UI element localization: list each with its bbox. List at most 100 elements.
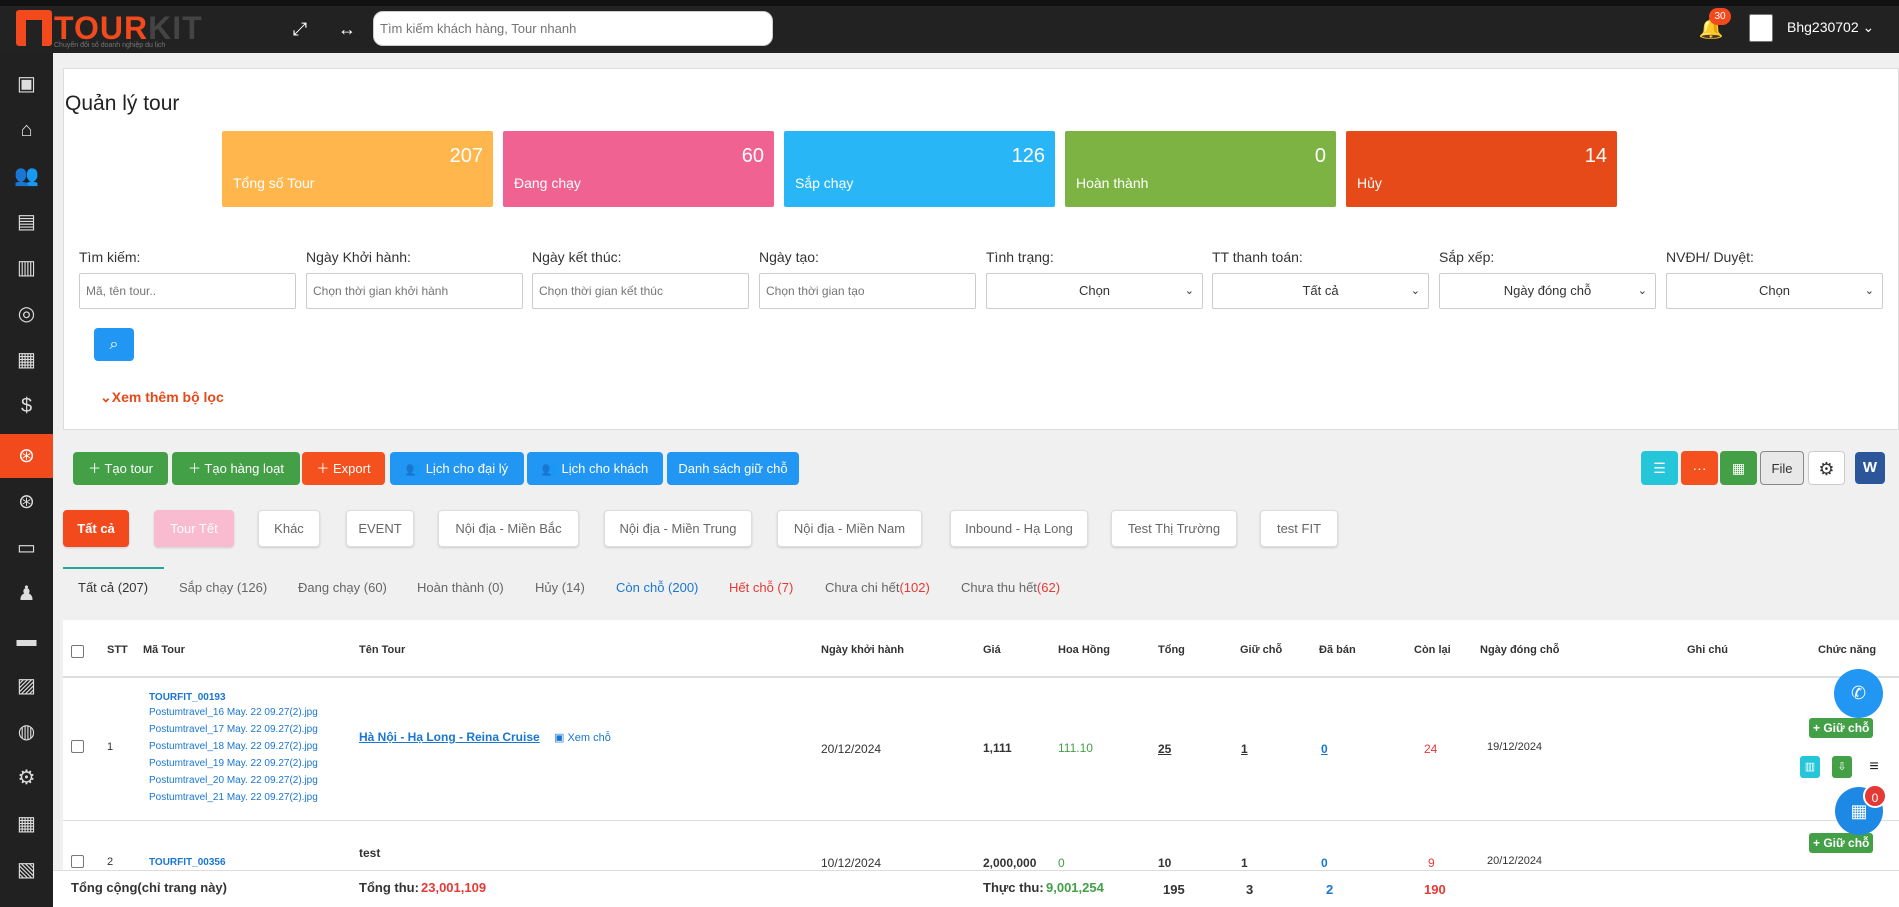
tab-running[interactable]: Đang chạy (60) — [298, 580, 387, 595]
tour-code-link[interactable]: TOURFIT_00356 — [149, 857, 226, 868]
tour-name-link[interactable]: test — [359, 846, 381, 860]
category-test-fit[interactable]: test FIT — [1260, 510, 1338, 547]
filter-status-select[interactable]: Chọn ⌄ — [986, 273, 1203, 309]
category-tour-tet[interactable]: Tour Tết — [154, 510, 234, 547]
filter-end-date-input[interactable] — [532, 273, 749, 309]
attachment-link[interactable]: Postumtravel_21 May. 22 09.27(2).jpg — [149, 792, 318, 803]
file-button[interactable]: File — [1760, 451, 1804, 485]
word-export-icon[interactable]: W — [1855, 452, 1885, 484]
tab-available[interactable]: Còn chỗ (200) — [616, 580, 699, 595]
sidebar-clipboard-icon[interactable]: ▧ — [17, 859, 36, 881]
row-menu-icon[interactable]: ≡ — [1869, 758, 1879, 775]
filter-sort-select[interactable]: Ngày đóng chỗ ⌄ — [1439, 273, 1656, 309]
row-total[interactable]: 25 — [1158, 742, 1172, 756]
sidebar-support-icon[interactable]: ◍ — [17, 721, 36, 743]
calendar-icon[interactable]: ▦ — [1720, 451, 1757, 485]
tab-upcoming[interactable]: Sắp chạy (126) — [179, 580, 268, 595]
tour-code-link[interactable]: TOURFIT_00193 — [149, 692, 226, 703]
download-icon[interactable]: ⇩ — [1832, 756, 1852, 778]
category-inbound-halong[interactable]: Inbound - Hạ Long — [950, 510, 1088, 547]
tour-name-link[interactable]: Hà Nội - Hạ Long - Reina Cruise — [359, 730, 540, 744]
search-button[interactable]: ⌕ — [94, 328, 134, 361]
category-all[interactable]: Tất cả — [63, 510, 129, 547]
tab-full[interactable]: Hết chỗ (7) — [729, 580, 794, 595]
avatar[interactable] — [1749, 14, 1773, 42]
tourkit-logo[interactable]: TOURKIT Chuyển đổi số doanh nghiệp du lị… — [14, 8, 214, 50]
attachment-link[interactable]: Postumtravel_17 May. 22 09.27(2).jpg — [149, 724, 318, 735]
fullscreen-icon[interactable]: ⤢ — [292, 19, 308, 39]
phone-call-button[interactable]: ✆ — [1834, 669, 1883, 718]
customer-schedule-button[interactable]: 👥 Lịch cho khách — [527, 452, 663, 485]
attachment-link[interactable]: Postumtravel_18 May. 22 09.27(2).jpg — [149, 741, 318, 752]
create-tour-button[interactable]: ＋ Tạo tour — [73, 452, 168, 485]
stat-running[interactable]: 60 Đang chạy — [503, 131, 774, 207]
sidebar-customers-icon[interactable]: 👥 — [14, 165, 39, 187]
sidebar-dashboard-icon[interactable]: ▣ — [17, 73, 36, 95]
user-menu[interactable]: Bhg230702 ⌄ — [1787, 19, 1875, 35]
category-south[interactable]: Nội địa - Miền Nam — [777, 510, 922, 547]
sidebar-documents-icon[interactable]: ▥ — [17, 257, 36, 279]
sidebar-home-icon[interactable]: ⌂ — [20, 119, 33, 141]
hold-seat-button[interactable]: + Giữ chỗ — [1809, 833, 1874, 853]
sidebar-guide-icon[interactable]: ♟ — [17, 583, 36, 605]
select-all-checkbox[interactable] — [71, 645, 84, 658]
view-seats-link[interactable]: ▣ Xem chỗ — [554, 731, 611, 744]
book-icon[interactable]: ▥ — [1800, 756, 1820, 778]
stat-cancelled[interactable]: 14 Hủy — [1346, 131, 1617, 207]
sidebar-globe-icon[interactable]: ◎ — [17, 303, 36, 325]
sidebar-tour-icon[interactable]: ⊛ — [0, 434, 53, 478]
filter-created-date-input[interactable] — [759, 273, 976, 309]
agent-schedule-button[interactable]: 👥 Lịch cho đại lý — [390, 452, 524, 485]
sidebar-visa-icon[interactable]: ▭ — [17, 537, 36, 559]
more-filters-label: Xem thêm bộ lọc — [111, 389, 224, 405]
filter-search-input[interactable] — [79, 273, 296, 309]
filter-created-label: Ngày tạo: — [759, 249, 819, 265]
sidebar-settings-icon[interactable]: ⚙ — [17, 767, 36, 789]
sidebar-chat-icon[interactable]: ▨ — [17, 675, 36, 697]
stat-completed[interactable]: 0 Hoàn thành — [1065, 131, 1336, 207]
category-other[interactable]: Khác — [258, 510, 320, 547]
row-sold[interactable]: 0 — [1321, 856, 1328, 870]
stat-upcoming[interactable]: 126 Sắp chạy — [784, 131, 1055, 207]
tab-uncollected[interactable]: Chưa thu hết(62) — [961, 580, 1060, 595]
more-options-icon[interactable]: ··· — [1681, 451, 1718, 485]
export-button[interactable]: ＋ Export — [302, 452, 385, 485]
row-checkbox[interactable] — [71, 740, 84, 753]
sidebar-bus-icon[interactable]: ▬ — [16, 629, 37, 651]
create-bulk-button[interactable]: ＋ Tạo hàng loạt — [172, 452, 300, 485]
users-icon: 👥 — [541, 461, 562, 476]
filter-start-date-input[interactable] — [306, 273, 523, 309]
hold-seat-button[interactable]: + Giữ chỗ — [1809, 718, 1874, 738]
row-total[interactable]: 10 — [1158, 856, 1172, 870]
attachment-link[interactable]: Postumtravel_19 May. 22 09.27(2).jpg — [149, 758, 318, 769]
list-view-icon[interactable]: ☰ — [1641, 451, 1678, 485]
tab-all[interactable]: Tất cả (207) — [78, 580, 149, 595]
stat-total-tours[interactable]: 207 Tổng số Tour — [222, 131, 493, 207]
sidebar-network-icon[interactable]: ⊛ — [18, 491, 35, 513]
quick-search-input[interactable] — [373, 11, 773, 46]
category-test-market[interactable]: Test Thị Trường — [1111, 510, 1237, 547]
attachment-link[interactable]: Postumtravel_20 May. 22 09.27(2).jpg — [149, 775, 318, 786]
sidebar-calculator-icon[interactable]: ▦ — [17, 813, 36, 835]
category-central[interactable]: Nội địa - Miền Trung — [604, 510, 752, 547]
attachment-link[interactable]: Postumtravel_16 May. 22 09.27(2).jpg — [149, 707, 318, 718]
more-filters-link[interactable]: ⌄Xem thêm bộ lọc — [100, 389, 224, 406]
expand-horizontal-icon[interactable]: ↔ — [338, 19, 356, 39]
row-sold[interactable]: 0 — [1321, 742, 1328, 756]
sidebar-invoice-icon[interactable]: $ — [20, 395, 33, 417]
row-hold[interactable]: 1 — [1241, 742, 1248, 756]
tab-completed[interactable]: Hoàn thành (0) — [417, 580, 504, 595]
sidebar-cskh-icon[interactable]: ▦ — [17, 349, 36, 371]
row-checkbox[interactable] — [71, 855, 84, 868]
row-hold[interactable]: 1 — [1241, 856, 1248, 870]
tab-cancelled[interactable]: Hủy (14) — [535, 580, 585, 595]
sidebar-folders-icon[interactable]: ▤ — [17, 211, 36, 233]
filter-staff-select[interactable]: Chọn ⌄ — [1666, 273, 1883, 309]
filter-payment-select[interactable]: Tất cả ⌄ — [1212, 273, 1429, 309]
create-tour-label: Tạo tour — [104, 461, 153, 476]
hold-list-button[interactable]: Danh sách giữ chỗ — [667, 452, 799, 485]
category-event[interactable]: EVENT — [346, 510, 414, 547]
tab-unpaid[interactable]: Chưa chi hết(102) — [825, 580, 930, 595]
settings-gear-icon[interactable]: ⚙ — [1808, 451, 1845, 485]
category-north[interactable]: Nội địa - Miền Bắc — [438, 510, 579, 547]
